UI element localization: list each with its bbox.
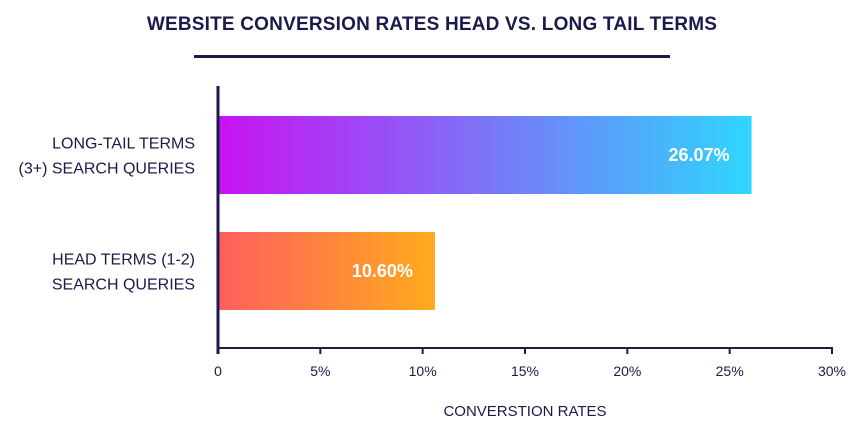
category-label-0-1: (3+) SEARCH QUERIES: [19, 161, 195, 178]
x-tick-label-2: 10%: [409, 363, 437, 379]
value-label-1: 10.60%: [352, 261, 413, 281]
bar-0: [218, 116, 752, 194]
chart-title: WEBSITE CONVERSION RATES HEAD VS. LONG T…: [146, 14, 718, 35]
bar-1: [218, 232, 435, 310]
value-label-0: 26.07%: [669, 145, 730, 165]
title-underline: [194, 55, 670, 58]
x-tick-label-0: 0: [214, 363, 222, 379]
x-tick-label-6: 30%: [818, 363, 846, 379]
x-tick-label-5: 25%: [716, 363, 744, 379]
category-label-1-0: HEAD TERMS (1-2): [52, 252, 195, 269]
x-tick-label-1: 5%: [310, 363, 330, 379]
x-tick-label-3: 15%: [511, 363, 539, 379]
x-axis-title: CONVERSTION RATES: [443, 403, 606, 420]
x-tick-label-4: 20%: [613, 363, 641, 379]
category-label-0-0: LONG-TAIL TERMS: [52, 136, 195, 153]
category-label-1-1: SEARCH QUERIES: [52, 277, 195, 294]
